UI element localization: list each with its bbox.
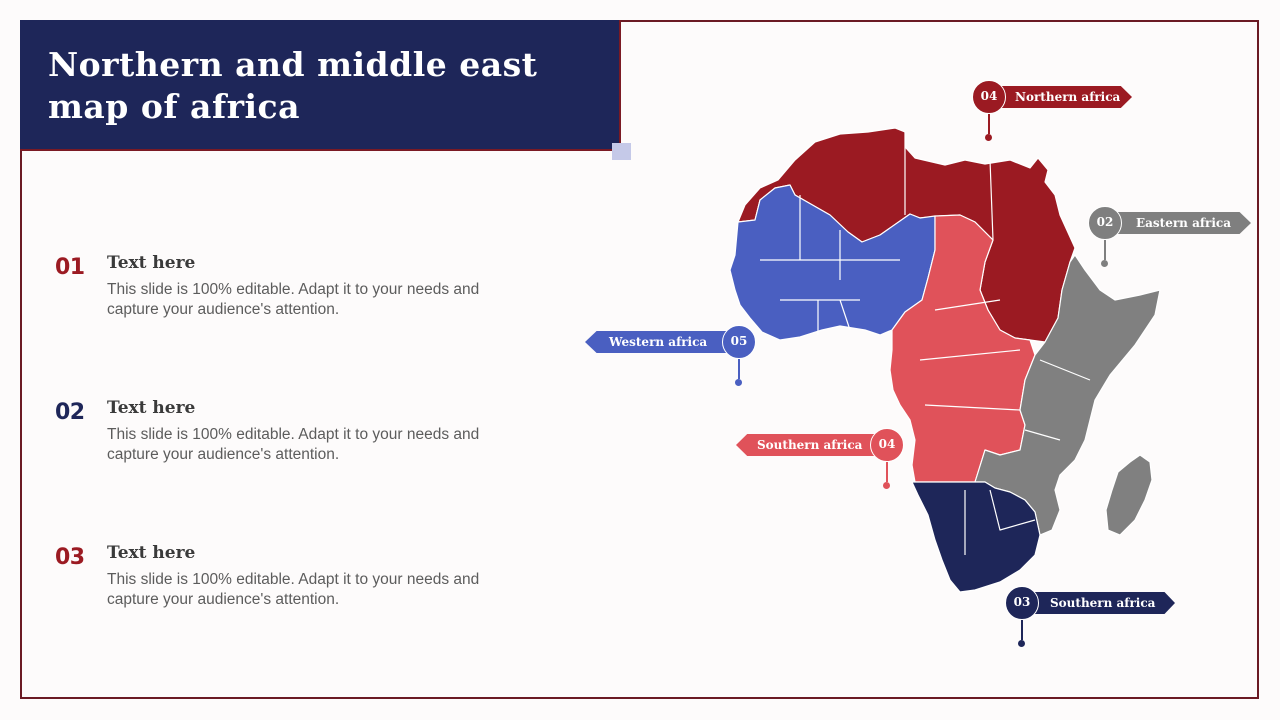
- pin-dot: [1018, 640, 1025, 647]
- pin-dot: [985, 134, 992, 141]
- pin-stem: [738, 359, 740, 379]
- label-number-badge: 04: [870, 428, 904, 462]
- item-number: 03: [55, 545, 85, 570]
- region-eastern-africa: [974, 254, 1161, 536]
- decorative-square: [612, 143, 631, 160]
- label-band: Northern africa: [992, 86, 1132, 108]
- pin-dot: [1101, 260, 1108, 267]
- item-heading: Text here: [107, 398, 196, 418]
- item-heading: Text here: [107, 253, 196, 273]
- pin-stem: [1104, 240, 1106, 260]
- pin-dot: [883, 482, 890, 489]
- pin-dot: [735, 379, 742, 386]
- pin-stem: [886, 462, 888, 482]
- label-number-badge: 03: [1005, 586, 1039, 620]
- page-title: Northern and middle east map of africa: [48, 45, 538, 126]
- item-number: 01: [55, 255, 85, 280]
- item-body: This slide is 100% editable. Adapt it to…: [107, 571, 480, 608]
- title-banner: Northern and middle east map of africa: [20, 20, 621, 151]
- region-madagascar: [1105, 454, 1153, 536]
- pin-stem: [988, 114, 990, 134]
- item-body: This slide is 100% editable. Adapt it to…: [107, 426, 480, 463]
- slide-frame: [20, 20, 1259, 699]
- africa-map: [729, 127, 1161, 593]
- item-body: This slide is 100% editable. Adapt it to…: [107, 281, 480, 318]
- label-band: Southern africa: [1025, 592, 1175, 614]
- label-band: Western africa: [585, 331, 730, 353]
- region-southern-africa: [911, 481, 1041, 593]
- label-number-badge: 04: [972, 80, 1006, 114]
- item-number: 02: [55, 400, 85, 425]
- item-heading: Text here: [107, 543, 196, 563]
- label-number-badge: 05: [722, 325, 756, 359]
- label-band: Eastern africa: [1108, 212, 1251, 234]
- pin-stem: [1021, 620, 1023, 640]
- label-number-badge: 02: [1088, 206, 1122, 240]
- label-band: Southern africa: [736, 434, 876, 456]
